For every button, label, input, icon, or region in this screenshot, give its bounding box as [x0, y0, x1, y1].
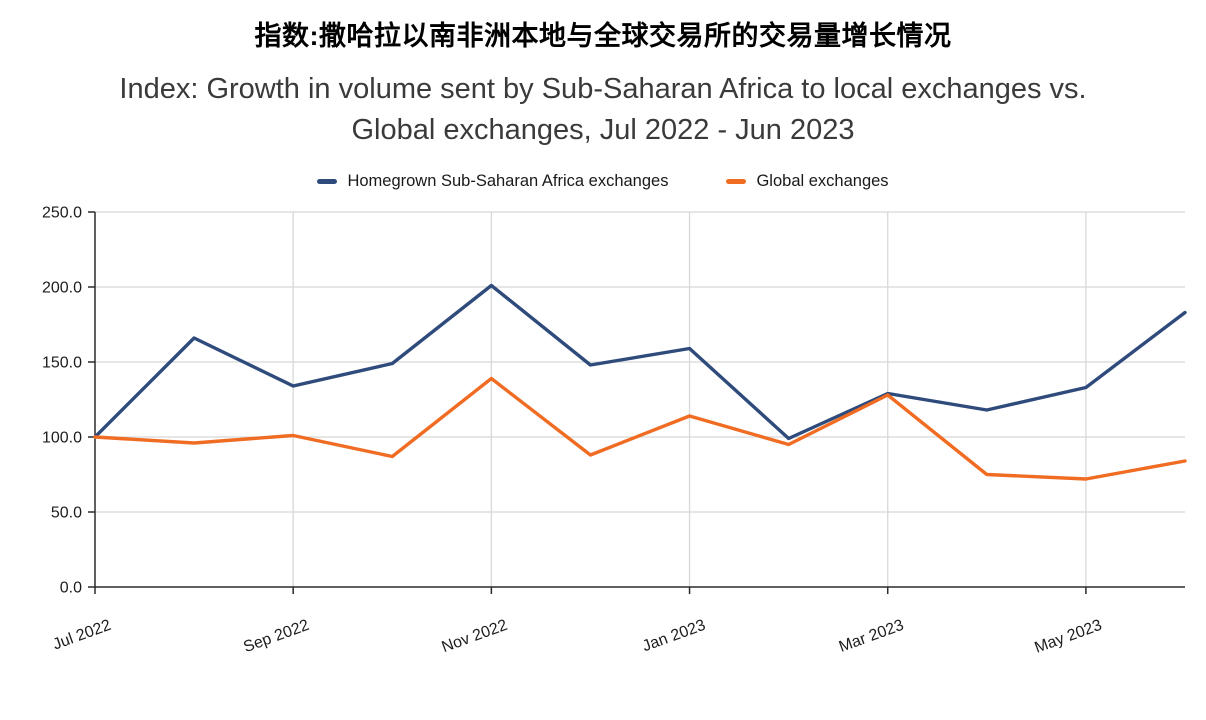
legend-item-0: Homegrown Sub-Saharan Africa exchanges	[317, 172, 668, 191]
line-chart: 0.0 50.0 100.0 150.0 200.0 250.0 Jul 2022 Sep 2…	[42, 205, 1187, 657]
y-axis-tick-label: 150.0	[42, 355, 82, 372]
y-axis-tick-label: 250.0	[42, 205, 82, 222]
chart-title-english-line1: Index: Growth in volume sent by Sub-Saha…	[119, 73, 1087, 105]
chart-title-chinese: 指数:撒哈拉以南非洲本地与全球交易所的交易量增长情况	[254, 21, 952, 51]
y-axis-tick-label: 0.0	[60, 580, 82, 597]
chart-title-english-line2: Global exchanges, Jul 2022 - Jun 2023	[351, 113, 855, 146]
legend-item-1: Global exchanges	[726, 172, 889, 191]
x-axis-tick-label: Sep 2022	[241, 617, 311, 656]
legend-swatch-icon	[726, 179, 747, 185]
series-line-1	[93, 376, 1187, 481]
legend-label: Global exchanges	[756, 172, 889, 191]
chart-title-english: Index: Growth in volume sent by Sub-Saha…	[0, 69, 1206, 150]
x-axis-tick-label: Nov 2022	[440, 617, 510, 656]
legend-label: Homegrown Sub-Saharan Africa exchanges	[347, 172, 669, 191]
chart-legend: Homegrown Sub-Saharan Africa exchanges Gl…	[0, 172, 1206, 191]
x-axis-tick-label: Jan 2023	[640, 617, 708, 656]
y-axis-tick-label: 100.0	[42, 430, 82, 447]
y-axis-tick-label: 50.0	[51, 505, 82, 522]
y-axis-tick-label: 200.0	[42, 280, 82, 297]
x-axis-tick-label: May 2023	[1032, 617, 1104, 657]
series-line-0	[93, 283, 1187, 441]
x-axis-tick-label: Mar 2023	[837, 617, 906, 656]
chart-card: 指数:撒哈拉以南非洲本地与全球交易所的交易量增长情况 Index: Growth…	[0, 14, 1206, 720]
x-axis-tick-label: Jul 2022	[51, 617, 114, 654]
legend-swatch-icon	[317, 179, 338, 185]
